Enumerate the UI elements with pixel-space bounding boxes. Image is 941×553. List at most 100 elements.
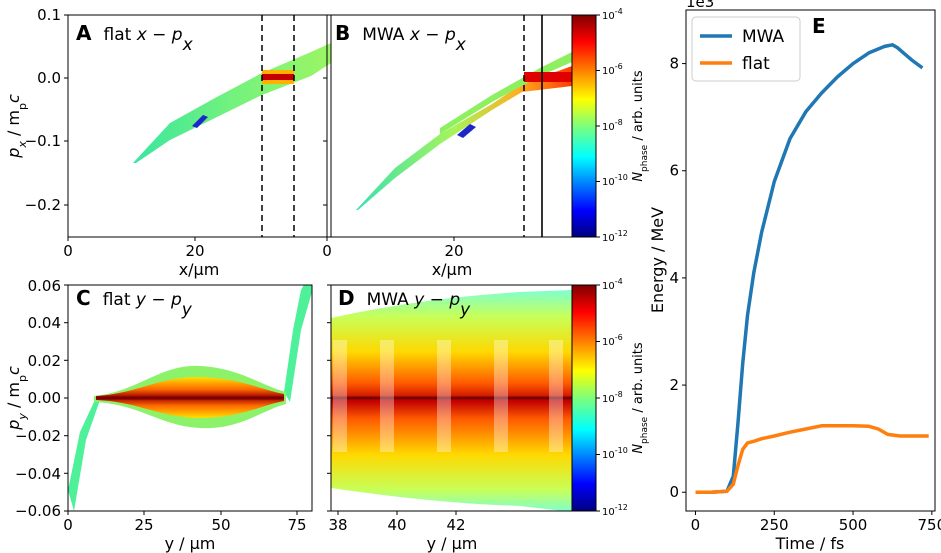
panel-e-offset-text: 1e3 xyxy=(686,0,714,11)
panel-a-ylabel: px / mpc xyxy=(4,94,29,159)
panel-e-ticks: 0 250 500 750 0 2 4 6 8 xyxy=(669,55,941,534)
panel-e-lines xyxy=(695,43,929,494)
panel-b-density xyxy=(356,52,572,210)
panel-b-core xyxy=(524,72,572,82)
panel-b-xtick-label: 20 xyxy=(444,242,463,260)
panel-e-xtick-label: 500 xyxy=(839,516,868,534)
panel-e-ylabel: Energy / MeV xyxy=(648,207,667,313)
panel-d-xtick-label: 40 xyxy=(387,516,406,534)
panel-e-legend: MWA flat xyxy=(691,16,801,82)
panel-b-xticks: 0 20 xyxy=(322,237,464,260)
panel-b-xtick-label: 0 xyxy=(322,242,332,260)
panel-e-xtick-label: 750 xyxy=(918,516,941,534)
panel-a-xtick-label: 20 xyxy=(185,242,204,260)
legend-label-mwa: MWA xyxy=(742,27,785,47)
panel-a-ytick-label: 0.1 xyxy=(37,6,61,24)
panel-a-frame xyxy=(67,14,332,238)
panel-a-ytick-label: 0.0 xyxy=(37,69,61,87)
panel-d-core xyxy=(331,396,572,400)
panel-c-right-arm xyxy=(284,285,312,402)
panel-d: 38 40 42 y / μm D MWA y − py xyxy=(327,284,573,553)
panel-c-xticks: 0 25 50 75 xyxy=(63,511,307,534)
colorbar-bottom-tick: 10-12 xyxy=(602,503,628,518)
colorbar-top-label: Nphase / arb. units xyxy=(631,70,650,182)
series-line-flat xyxy=(695,424,929,494)
panel-c: 0.06 0.04 0.02 0.00 −0.02 −0.04 −0.06 0 … xyxy=(4,277,313,553)
panel-d-stripe xyxy=(437,340,451,452)
colorbar-top-tick: 10-6 xyxy=(602,62,623,77)
panel-a-blue-blob xyxy=(192,115,208,128)
colorbar-bottom: 10-4 10-6 10-8 10-10 10-12 Nphase / arb.… xyxy=(571,277,650,518)
colorbar-bottom-tick: 10-6 xyxy=(602,333,623,348)
panel-b-title: B MWA x − px xyxy=(335,21,467,55)
panel-d-yticks xyxy=(327,284,331,512)
panel-c-left-arm xyxy=(68,400,100,511)
series-line-mwa xyxy=(695,43,924,494)
colorbar-top-tick: 10-10 xyxy=(602,173,628,188)
panel-b-yticks xyxy=(323,14,327,206)
colorbar-bottom-tick: 10-4 xyxy=(602,277,623,292)
panel-a-band xyxy=(133,43,331,163)
panel-d-stripe xyxy=(380,340,394,452)
panel-c-ytick-label: −0.02 xyxy=(15,427,61,445)
legend-label-flat: flat xyxy=(742,54,770,74)
panel-e-ytick-label: 4 xyxy=(669,269,679,287)
panel-b-blue-blob xyxy=(457,124,476,138)
panel-c-xtick-label: 75 xyxy=(287,516,306,534)
panel-d-stripe xyxy=(549,340,563,452)
panel-d-density xyxy=(331,290,572,511)
panel-a-yticks: 0.1 0.0 −0.1 −0.2 xyxy=(25,6,68,214)
panel-c-ytick-label: −0.06 xyxy=(15,502,61,520)
panel-c-ytick-label: 0.02 xyxy=(28,352,61,370)
colorbar-top: 10-4 10-6 10-8 10-10 10-12 Nphase / arb.… xyxy=(571,7,650,244)
colorbar-top-tick: 10-12 xyxy=(602,229,628,244)
panel-e-ytick-label: 2 xyxy=(669,376,679,394)
panel-a-xlabel: x/μm xyxy=(179,260,220,279)
panel-d-xtick-label: 42 xyxy=(446,516,465,534)
panel-d-title: D MWA y − py xyxy=(338,286,471,320)
panel-c-xtick-label: 50 xyxy=(211,516,230,534)
panel-b-band-upper xyxy=(440,52,572,134)
panel-d-xtick-label: 38 xyxy=(328,516,347,534)
panel-e-ytick-label: 8 xyxy=(669,55,679,73)
panel-c-density xyxy=(68,285,312,511)
panel-d-stripe xyxy=(494,340,508,452)
panel-b: 0 20 x/μm B MWA x − px xyxy=(322,14,573,279)
panel-b-xlabel: x/μm xyxy=(432,260,473,279)
panel-a-ytick-label: −0.2 xyxy=(25,196,61,214)
panel-c-core xyxy=(96,396,284,400)
panel-d-band xyxy=(331,290,572,511)
panel-e-frame xyxy=(685,9,936,512)
panel-e-letter: E xyxy=(812,14,826,38)
panel-c-xtick-label: 0 xyxy=(63,516,73,534)
panel-c-ytick-label: 0.04 xyxy=(28,314,61,332)
panel-e: 1e3 E Time / fs Energy / MeV 02505007500… xyxy=(648,0,941,553)
panel-d-xticks: 38 40 42 xyxy=(328,511,466,534)
panel-a-density xyxy=(133,43,331,163)
panel-d-stripe xyxy=(333,340,347,452)
panel-c-ytick-label: 0.06 xyxy=(28,277,61,295)
colorbar-top-tick: 10-8 xyxy=(602,118,623,133)
panel-c-yticks: 0.06 0.04 0.02 0.00 −0.02 −0.04 −0.06 xyxy=(15,277,68,520)
panel-e-xlabel: Time / fs xyxy=(775,534,845,553)
panel-e-ytick-label: 6 xyxy=(669,162,679,180)
legend-box xyxy=(691,16,801,82)
panel-c-ytick-label: −0.04 xyxy=(15,465,61,483)
panel-e-xtick-label: 0 xyxy=(691,516,701,534)
panel-a-xticks: 0 20 xyxy=(63,237,205,260)
colorbar-top-tick: 10-4 xyxy=(602,7,623,22)
panel-a-xtick-label: 0 xyxy=(63,242,73,260)
colorbar-top-gradient xyxy=(571,14,597,238)
colorbar-bottom-gradient xyxy=(571,284,597,512)
panel-c-ytick-label: 0.00 xyxy=(28,389,61,407)
panel-e-xtick-label: 250 xyxy=(760,516,789,534)
colorbar-bottom-tick: 10-10 xyxy=(602,446,628,461)
panel-e-ytick-label: 0 xyxy=(669,483,679,501)
panel-a-core xyxy=(262,74,294,80)
colorbar-bottom-label: Nphase / arb. units xyxy=(631,342,650,454)
panel-c-ylabel: py / mpc xyxy=(4,366,29,431)
colorbar-bottom-tick: 10-8 xyxy=(602,390,623,405)
